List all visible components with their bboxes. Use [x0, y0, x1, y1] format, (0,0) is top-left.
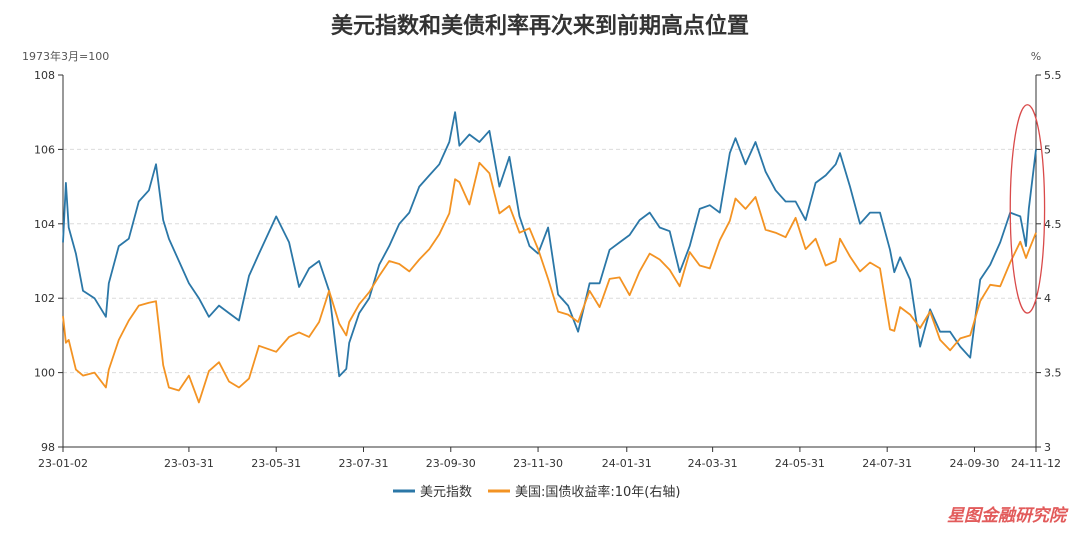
x-tick-label: 23-07-31	[339, 457, 389, 470]
x-tick-labels: 23-01-02 23-03-31 23-05-31 23-07-31 23-09-30…	[38, 457, 1061, 470]
right-tick-label: 5	[1044, 143, 1051, 156]
right-axis-unit: %	[1031, 50, 1041, 63]
axes	[58, 74, 1041, 452]
chart-title: 美元指数和美债利率再次来到前期高点位置	[331, 13, 749, 39]
series-line-usd-index	[62, 111, 1037, 378]
x-tick-label: 23-09-30	[426, 457, 476, 470]
watermark-text: 星图金融研究院	[947, 506, 1069, 526]
legend: 美元指数 美国:国债收益率:10年(右轴)	[393, 484, 680, 500]
right-tick-label: 4	[1044, 292, 1051, 305]
highlight-ellipse	[1009, 104, 1046, 314]
left-tick-label: 98	[41, 441, 55, 454]
left-tick-labels: 108 106 104 102 100 98	[34, 69, 55, 454]
x-tick-label: 23-01-02	[38, 457, 88, 470]
left-tick-label: 104	[34, 218, 55, 231]
right-tick-labels: 5.5 5 4.5 4 3.5 3	[1044, 69, 1062, 454]
x-tick-label: 24-03-31	[688, 457, 738, 470]
series-layer	[62, 111, 1037, 404]
left-tick-label: 100	[34, 367, 55, 380]
right-tick-label: 4.5	[1044, 218, 1062, 231]
right-tick-label: 5.5	[1044, 69, 1062, 82]
left-tick-label: 108	[34, 69, 55, 82]
x-tick-label: 24-07-31	[862, 457, 912, 470]
series-line-treasury-10y	[62, 161, 1037, 404]
grid-lines	[63, 148, 1036, 374]
x-tick-label: 24-09-30	[950, 457, 1000, 470]
right-tick-label: 3.5	[1044, 367, 1062, 380]
annotation-layer	[1009, 104, 1046, 314]
x-tick-label: 24-11-12	[1011, 457, 1061, 470]
left-tick-label: 102	[34, 292, 55, 305]
x-tick-label: 23-03-31	[164, 457, 214, 470]
right-tick-label: 3	[1044, 441, 1051, 454]
legend-label-usd-index: 美元指数	[420, 485, 472, 500]
x-tick-label: 23-05-31	[251, 457, 301, 470]
x-tick-label: 24-05-31	[775, 457, 825, 470]
left-axis-unit: 1973年3月=100	[22, 49, 109, 63]
left-tick-label: 106	[34, 143, 55, 156]
legend-label-treasury-10y: 美国:国债收益率:10年(右轴)	[515, 484, 680, 500]
x-tick-label: 23-11-30	[513, 457, 563, 470]
x-tick-label: 24-01-31	[602, 457, 652, 470]
